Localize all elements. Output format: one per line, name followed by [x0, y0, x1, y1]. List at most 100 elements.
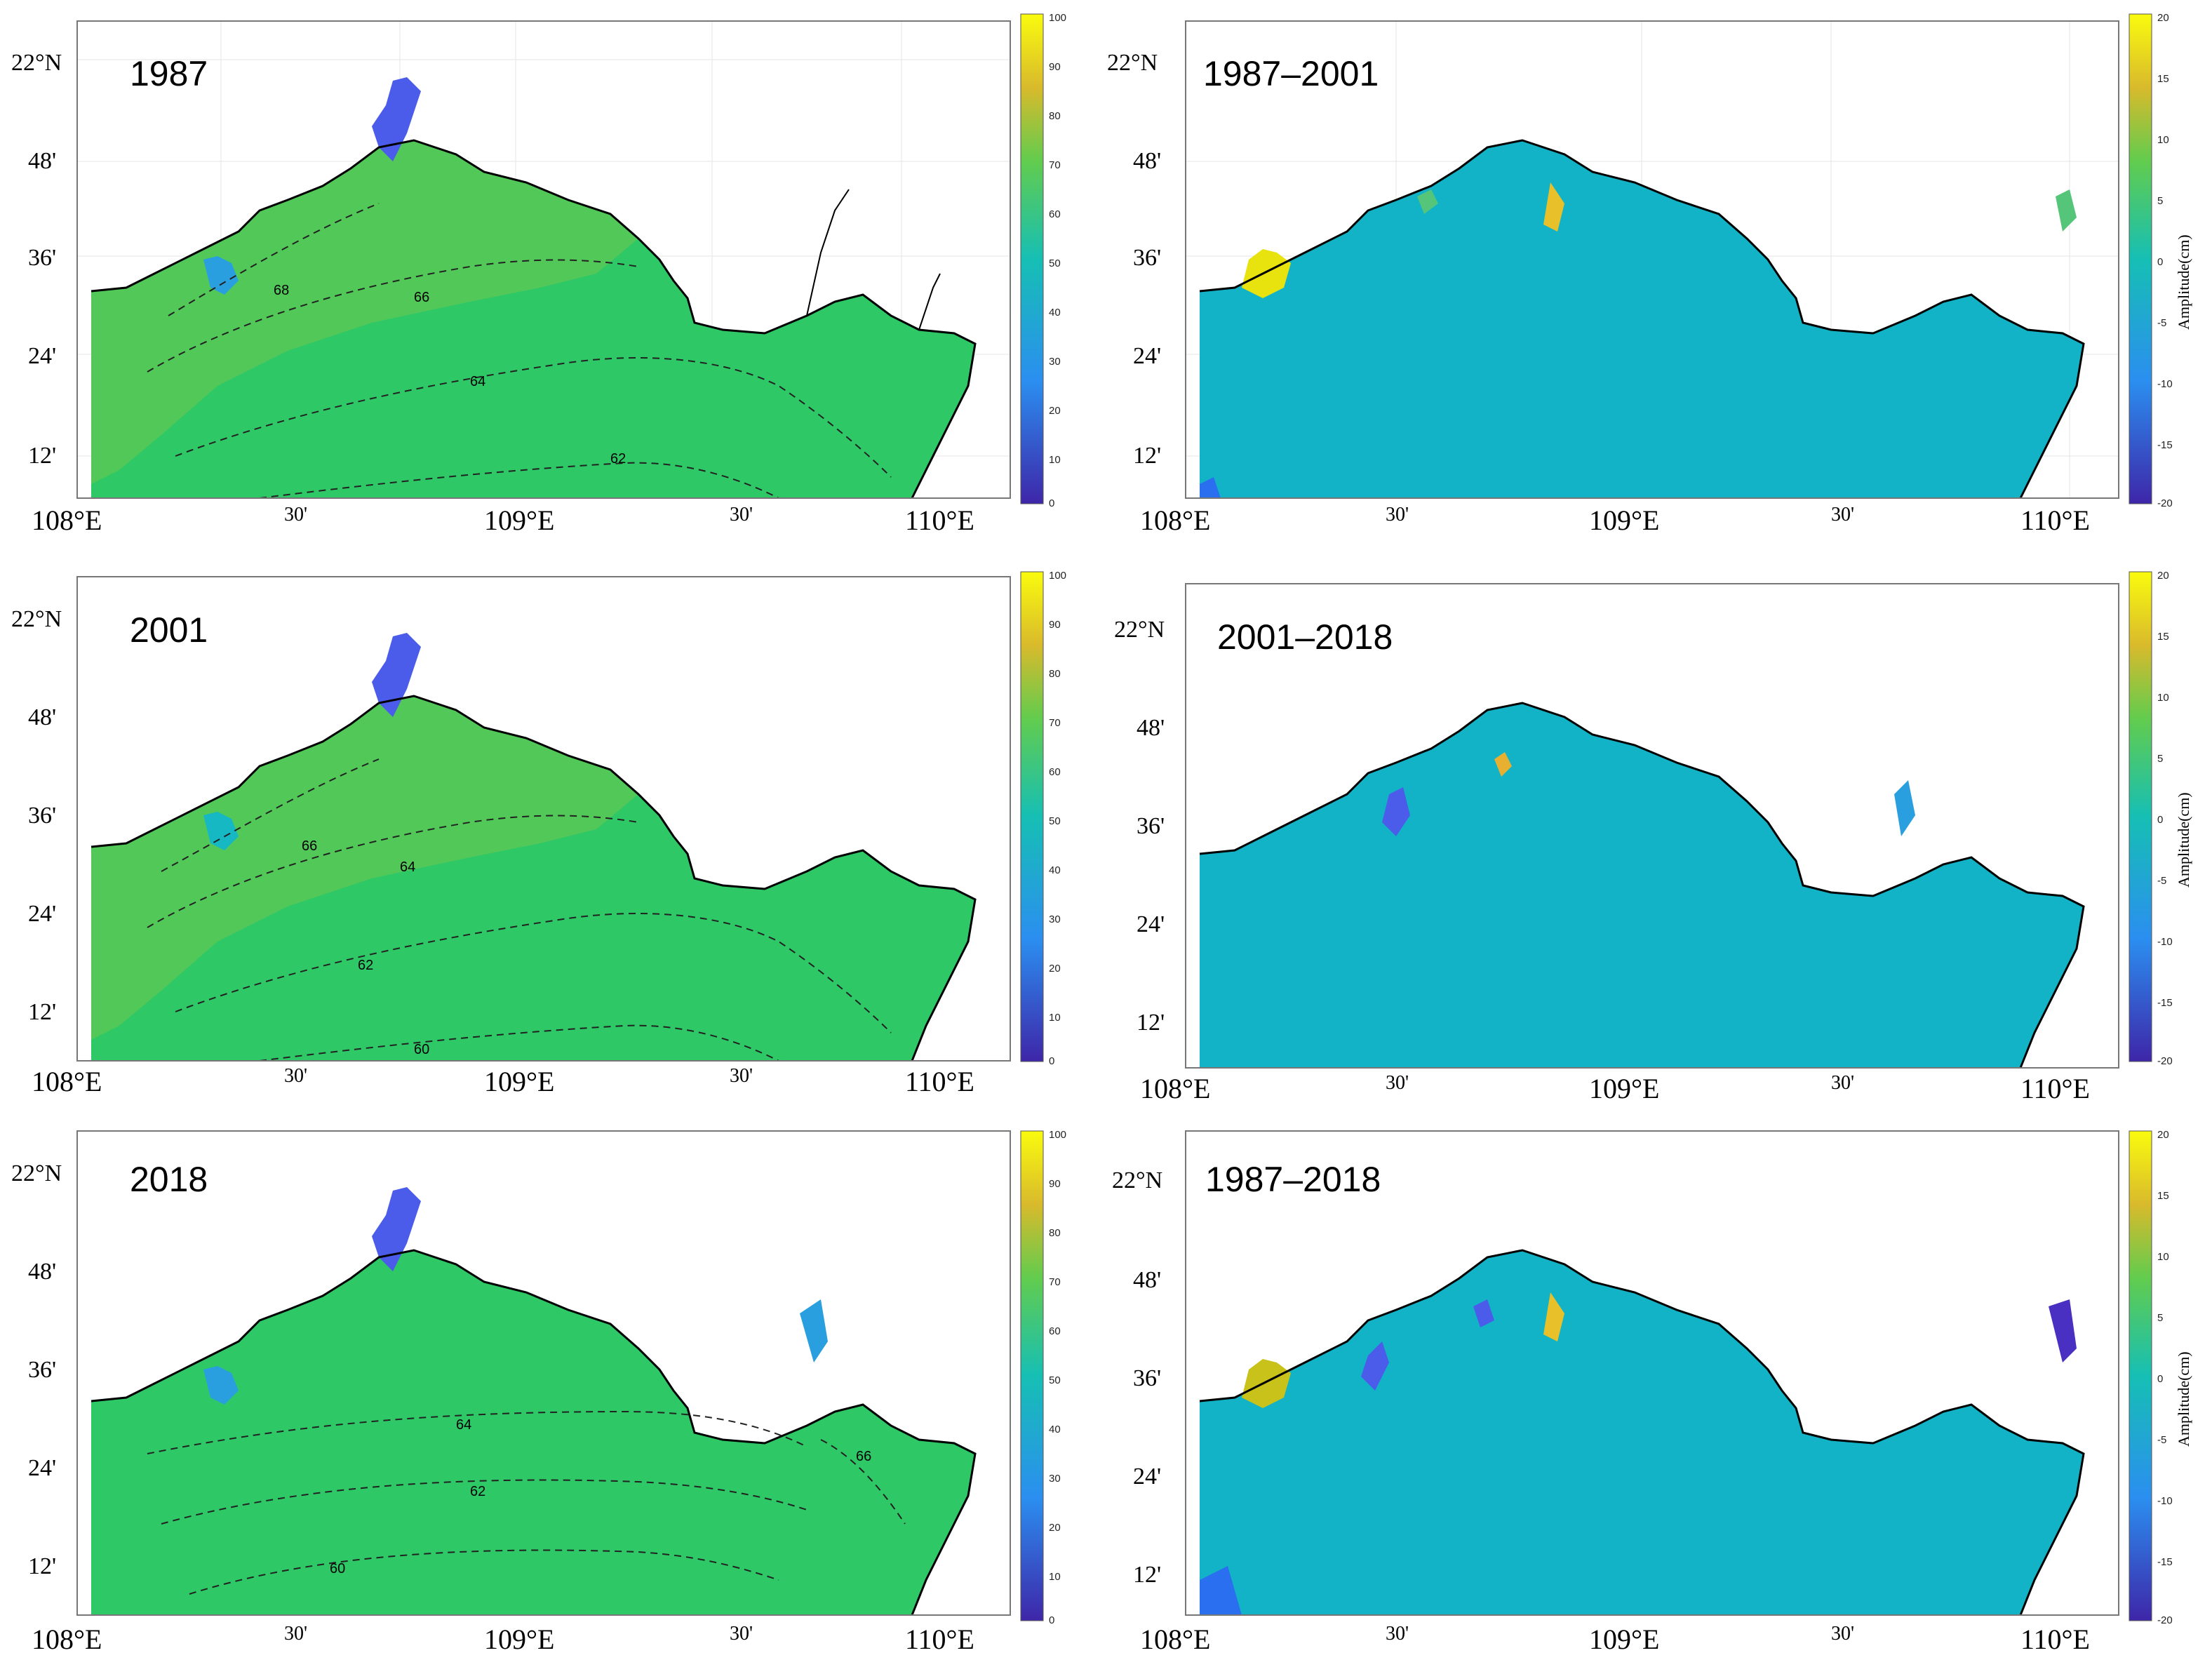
contour-label: 62	[470, 1484, 485, 1499]
contour-label: 66	[414, 290, 429, 305]
svg-text:70: 70	[1049, 717, 1061, 729]
svg-text:109°E: 109°E	[1589, 504, 1659, 536]
svg-text:70: 70	[1049, 159, 1061, 171]
coastline	[91, 139, 977, 499]
svg-text:36': 36'	[28, 803, 56, 829]
svg-text:30': 30'	[730, 504, 753, 525]
svg-text:22°N: 22°N	[1112, 1167, 1162, 1193]
svg-text:12': 12'	[28, 443, 56, 469]
svg-text:-15: -15	[2157, 439, 2173, 451]
svg-text:-5: -5	[2157, 1434, 2166, 1446]
colorbar-amplitude-1	[1020, 13, 1044, 504]
svg-text:80: 80	[1049, 110, 1061, 122]
svg-text:109°E: 109°E	[1589, 1073, 1659, 1104]
svg-text:22°N: 22°N	[11, 606, 62, 632]
svg-text:60: 60	[1049, 766, 1061, 778]
contour-label: 64	[456, 1417, 471, 1433]
svg-text:0: 0	[1049, 497, 1054, 509]
svg-text:80: 80	[1049, 668, 1061, 680]
bay-light-blue	[203, 256, 239, 295]
panel-title: 1987	[130, 54, 208, 93]
svg-text:24': 24'	[1137, 911, 1165, 937]
svg-text:10: 10	[2157, 1251, 2169, 1263]
svg-text:-10: -10	[2157, 1495, 2173, 1507]
svg-text:109°E: 109°E	[484, 1624, 554, 1655]
svg-text:30': 30'	[1831, 1072, 1854, 1094]
svg-text:50: 50	[1049, 815, 1061, 827]
svg-text:22°N: 22°N	[1107, 50, 1158, 76]
svg-text:110°E: 110°E	[2020, 1624, 2090, 1655]
svg-text:0: 0	[1049, 1055, 1054, 1067]
svg-text:0: 0	[1049, 1614, 1054, 1626]
svg-text:30': 30'	[284, 1065, 307, 1087]
sea-lighter	[91, 140, 638, 484]
svg-text:5: 5	[2157, 1312, 2163, 1324]
colorbar-amplitude-2	[1020, 571, 1044, 1062]
svg-text:36': 36'	[28, 245, 56, 271]
svg-text:0: 0	[2157, 256, 2163, 268]
svg-text:12': 12'	[28, 1553, 56, 1579]
colorbar-difference-1	[2129, 13, 2152, 504]
svg-text:22°N: 22°N	[11, 50, 62, 76]
svg-text:40: 40	[1049, 864, 1061, 876]
bay-blue	[372, 77, 421, 161]
svg-text:24': 24'	[1133, 1464, 1161, 1489]
svg-text:24': 24'	[28, 1455, 56, 1481]
svg-text:24': 24'	[28, 343, 56, 369]
svg-text:-5: -5	[2157, 875, 2166, 887]
svg-text:50: 50	[1049, 1374, 1061, 1386]
panel-title: 1987–2001	[1203, 54, 1379, 93]
contour-label: 66	[302, 838, 317, 854]
contour-66	[147, 259, 639, 373]
svg-text:100: 100	[1049, 12, 1066, 24]
svg-text:30': 30'	[284, 504, 307, 525]
svg-text:-15: -15	[2157, 1556, 2173, 1568]
diff-colorbar-ticks: 20 15 10 5 0 -5 -10 -15 -20 Amplitude(cm…	[2157, 12, 2192, 1626]
svg-text:110°E: 110°E	[2020, 1073, 2090, 1104]
contour-label: 64	[470, 374, 485, 389]
svg-text:20: 20	[2157, 570, 2169, 582]
svg-text:108°E: 108°E	[1140, 1624, 1210, 1655]
svg-text:100: 100	[1049, 570, 1066, 582]
svg-text:60: 60	[1049, 208, 1061, 220]
svg-text:10: 10	[1049, 454, 1061, 466]
svg-text:36': 36'	[28, 1357, 56, 1383]
contour-68	[168, 203, 380, 316]
panel-title: 2018	[130, 1160, 208, 1199]
contour-62	[259, 462, 779, 499]
svg-text:90: 90	[1049, 1178, 1061, 1190]
svg-text:48': 48'	[1133, 1267, 1161, 1293]
svg-text:12': 12'	[28, 999, 56, 1025]
svg-text:20: 20	[1049, 963, 1061, 975]
svg-text:50: 50	[1049, 257, 1061, 269]
svg-text:12': 12'	[1133, 443, 1161, 469]
svg-text:12': 12'	[1133, 1562, 1161, 1588]
svg-text:22°N: 22°N	[11, 1160, 62, 1186]
svg-text:-20: -20	[2157, 1614, 2173, 1626]
svg-text:36': 36'	[1133, 245, 1161, 271]
colorbar-amplitude-3	[1020, 1130, 1044, 1621]
colorbar-label: Amplitude(cm)	[2175, 234, 2192, 330]
svg-text:100: 100	[1049, 1129, 1066, 1141]
svg-text:0: 0	[2157, 1373, 2163, 1385]
panel-1987: 68 66 64 62	[76, 20, 1011, 499]
svg-text:90: 90	[1049, 619, 1061, 631]
svg-text:108°E: 108°E	[32, 1066, 102, 1097]
svg-text:60: 60	[1049, 1325, 1061, 1337]
svg-text:-20: -20	[2157, 497, 2173, 509]
amp-colorbar-ticks: 100 90 80 70 60 50 40 30 20 10 0 100 90 …	[1049, 12, 1066, 1626]
svg-text:15: 15	[2157, 73, 2169, 85]
svg-text:30': 30'	[284, 1623, 307, 1645]
contour-label: 68	[274, 283, 289, 298]
svg-text:109°E: 109°E	[484, 504, 554, 536]
panel-title: 2001	[130, 610, 208, 650]
svg-text:10: 10	[2157, 134, 2169, 146]
svg-text:24': 24'	[1133, 343, 1161, 369]
svg-text:80: 80	[1049, 1227, 1061, 1239]
svg-text:110°E: 110°E	[905, 504, 974, 536]
panel-2001-2018	[1185, 583, 2119, 1069]
panel-title: 1987–2018	[1205, 1160, 1381, 1199]
svg-text:30': 30'	[1386, 1623, 1409, 1645]
svg-text:108°E: 108°E	[32, 1624, 102, 1655]
svg-text:24': 24'	[28, 901, 56, 927]
